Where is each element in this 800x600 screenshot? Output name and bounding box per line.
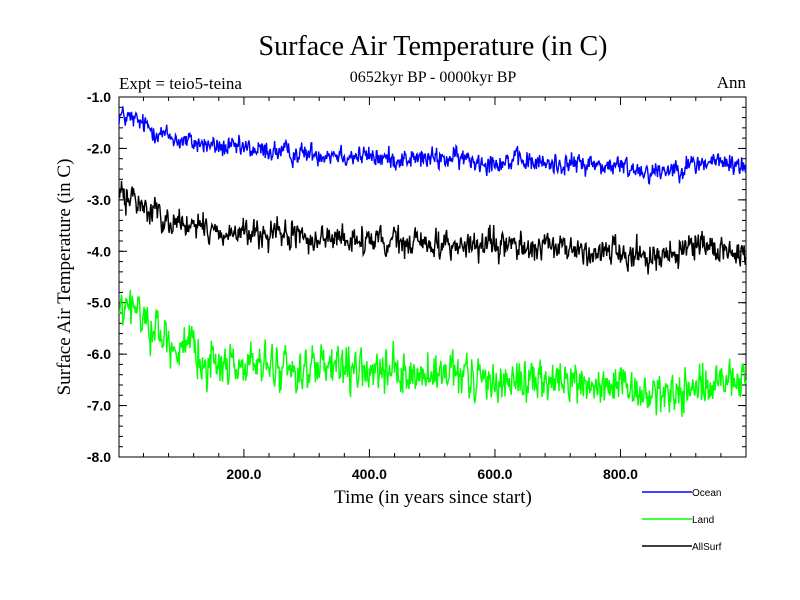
y-tick-label: -5.0	[87, 295, 111, 311]
series-line-allsurf	[118, 180, 747, 275]
series-line-ocean	[118, 106, 747, 185]
y-tick-label: -2.0	[87, 140, 111, 156]
x-tick-label: 600.0	[477, 466, 512, 482]
plot-frame	[118, 96, 747, 458]
y-tick-label: -1.0	[87, 89, 111, 105]
chart-subtitle: 0652kyr BP - 0000kyr BP	[350, 69, 517, 86]
season-label: Ann	[717, 73, 747, 92]
y-tick-label: -7.0	[87, 398, 111, 414]
y-tick-label: -4.0	[87, 243, 111, 259]
y-tick-label: -8.0	[87, 449, 111, 465]
series-line-land	[118, 289, 747, 417]
y-tick-label: -3.0	[87, 192, 111, 208]
x-tick-label: 200.0	[226, 466, 261, 482]
legend: Ocean Land AllSurf	[642, 488, 722, 553]
legend-label-land: Land	[692, 515, 714, 526]
legend-label-ocean: Ocean	[692, 488, 721, 499]
expt-label: Expt = teio5-teina	[119, 74, 242, 93]
chart-title: Surface Air Temperature (in C)	[259, 31, 608, 62]
legend-label-allsurf: AllSurf	[692, 542, 722, 553]
y-tick-label: -6.0	[87, 346, 111, 362]
x-axis-label: Time (in years since start)	[334, 487, 532, 508]
x-tick-label: 400.0	[352, 466, 387, 482]
plot-area: -1.0 -2.0 -3.0 -4.0 -5.0 -6.0 -7.0 -8.0 200.0 400…	[87, 89, 747, 482]
y-axis-label: Surface Air Temperature (in C)	[54, 159, 75, 396]
x-tick-label: 800.0	[603, 466, 638, 482]
